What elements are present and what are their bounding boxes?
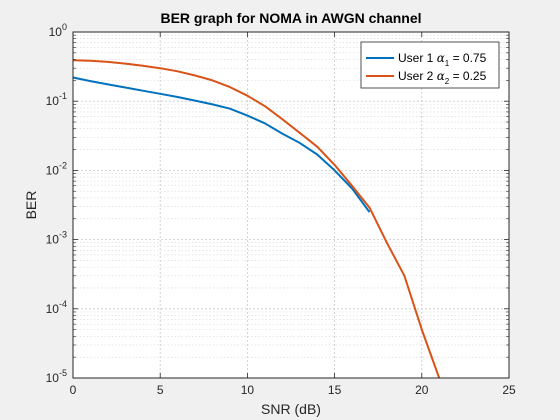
x-tick-label: 20 xyxy=(415,383,429,397)
x-tick-label: 5 xyxy=(157,383,164,397)
x-tick-label: 15 xyxy=(328,383,342,397)
x-tick-label: 10 xyxy=(241,383,255,397)
legend-label-user-2: User 2 α2 = 0.25 xyxy=(398,69,487,86)
legend-box xyxy=(360,41,500,89)
x-tick-label: 25 xyxy=(502,383,516,397)
y-tick-label: 10-4 xyxy=(46,299,67,316)
legend-label-user-1: User 1 α1 = 0.75 xyxy=(398,51,487,68)
y-axis-label: BER xyxy=(23,191,39,220)
plot-frame xyxy=(72,31,510,379)
y-tick-label: 100 xyxy=(49,22,67,39)
series-line-user-1 xyxy=(72,76,371,213)
tick-layer: 100 10-1 10-2 10-3 10-4 10-50 5 10 15 20 25 xyxy=(46,22,516,397)
y-tick-label: 10-5 xyxy=(46,368,67,385)
series-line-user-2 xyxy=(72,59,441,379)
series-layer xyxy=(72,59,441,379)
y-tick-label: 10-3 xyxy=(46,230,67,247)
x-tick-label: 0 xyxy=(70,383,77,397)
chart-title: BER graph for NOMA in AWGN channel xyxy=(160,10,421,26)
grid xyxy=(73,32,509,378)
y-tick-label: 10-2 xyxy=(46,160,67,177)
plot-area xyxy=(73,32,509,378)
y-tick-label: 10-1 xyxy=(46,91,67,108)
x-axis-label: SNR (dB) xyxy=(261,401,321,417)
